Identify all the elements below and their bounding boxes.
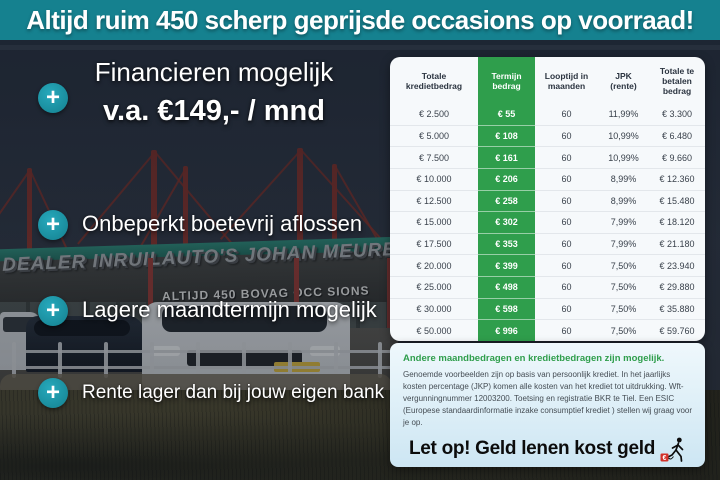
finance-table-cell: € 206 xyxy=(478,167,535,190)
finance-table-cell: € 35.880 xyxy=(649,297,705,320)
finance-table-cell: € 30.000 xyxy=(390,297,478,320)
finance-table-header-cell: Looptijd in maanden xyxy=(544,71,589,91)
finance-table-cell: 60 xyxy=(535,232,598,255)
finance-table-header-cell: Totale te betalen bedrag xyxy=(659,66,695,96)
finance-table-cell: € 20.000 xyxy=(390,254,478,276)
finance-table-cell: 7,99% xyxy=(598,232,649,255)
finance-table-cell: 7,50% xyxy=(598,297,649,320)
finance-table-header-cell: Totale kredietbedrag xyxy=(405,71,463,91)
disclaimer-highlight: Andere maandbedragen en kredietbedragen … xyxy=(403,353,665,364)
disclaimer-body: Genoemde voorbeelden zijn op basis van p… xyxy=(403,370,693,427)
finance-table-cell: 7,50% xyxy=(598,319,649,341)
finance-table-cell: € 15.000 xyxy=(390,211,478,233)
finance-table-cell: 60 xyxy=(535,167,598,190)
finance-table-cell: 60 xyxy=(535,189,598,212)
finance-table-cell: 60 xyxy=(535,319,598,341)
finance-table-cell: 10,99% xyxy=(598,146,649,168)
finance-table-cell: 8,99% xyxy=(598,189,649,212)
finance-table-cell: € 59.760 xyxy=(649,319,705,341)
finance-table-cell: € 2.500 xyxy=(418,108,450,119)
finance-table-cell: € 3.300 xyxy=(661,108,693,119)
finance-table-cell: € 29.880 xyxy=(649,276,705,298)
finance-table-cell: € 15.480 xyxy=(649,189,705,212)
finance-table-cell: 60 xyxy=(535,297,598,320)
finance-table-cell: € 598 xyxy=(478,297,535,320)
promo-banner-text: Altijd ruim 450 scherp geprijsde occasio… xyxy=(26,4,694,35)
svg-text:€: € xyxy=(663,455,667,462)
finance-table-cell: 7,50% xyxy=(598,254,649,276)
finance-table-cell: € 17.500 xyxy=(390,232,478,255)
finance-table-cell: € 21.180 xyxy=(649,232,705,255)
finance-table-cell: € 12.500 xyxy=(390,189,478,212)
finance-table-panel: Totale kredietbedrag Termijn bedrag Loop… xyxy=(390,57,705,341)
finance-table-cell: 60 xyxy=(535,276,598,298)
promo-banner: Altijd ruim 450 scherp geprijsde occasio… xyxy=(0,0,720,45)
finance-table-cell: 7,50% xyxy=(598,276,649,298)
finance-table-cell: € 302 xyxy=(478,211,535,233)
finance-table-cell: € 498 xyxy=(478,276,535,298)
finance-table-header-cell: JPK (rente) xyxy=(610,71,637,91)
finance-table-cell: € 258 xyxy=(478,189,535,212)
finance-table-cell: € 12.360 xyxy=(649,167,705,190)
finance-table-cell: 60 xyxy=(535,146,598,168)
finance-table-cell: € 353 xyxy=(478,232,535,255)
finance-table-cell: € 5.000 xyxy=(390,124,478,147)
finance-table-header-cell-highlighted: Termijn bedrag xyxy=(478,57,535,103)
credit-warning: Let op! Geld lenen kost geld € xyxy=(403,436,692,462)
finance-table-cell: € 9.660 xyxy=(649,146,705,168)
finance-table-cell: € 25.000 xyxy=(390,276,478,298)
finance-table-cell: 60 xyxy=(535,211,598,233)
finance-table-cell: 7,99% xyxy=(598,211,649,233)
finance-table-cell: 60 xyxy=(535,124,598,147)
finance-table-cell: 60 xyxy=(535,254,598,276)
disclaimer-panel: Andere maandbedragen en kredietbedragen … xyxy=(390,343,705,467)
finance-table-cell: € 18.120 xyxy=(649,211,705,233)
finance-table-cell: 11,99% xyxy=(608,108,639,119)
credit-warning-text: Let op! Geld lenen kost geld xyxy=(408,438,655,459)
finance-table-cell: 60 xyxy=(561,108,572,119)
finance-table-cell: € 23.940 xyxy=(649,254,705,276)
finance-table-cell: € 996 xyxy=(478,319,535,341)
finance-table-cell: € 10.000 xyxy=(390,167,478,190)
finance-table-cell: 8,99% xyxy=(598,167,649,190)
finance-table-cell: € 399 xyxy=(478,254,535,277)
finance-table-cell: € 6.480 xyxy=(649,124,705,147)
finance-table-cell: € 55 xyxy=(478,103,535,125)
finance-table-cell: € 161 xyxy=(478,146,535,168)
finance-table-cell: € 50.000 xyxy=(390,319,478,341)
geld-lenen-kost-geld-icon: € xyxy=(660,437,684,462)
finance-table-cell: 10,99% xyxy=(598,124,649,147)
finance-table-cell: € 7.500 xyxy=(390,146,478,168)
finance-table-cell: € 108 xyxy=(478,124,535,147)
